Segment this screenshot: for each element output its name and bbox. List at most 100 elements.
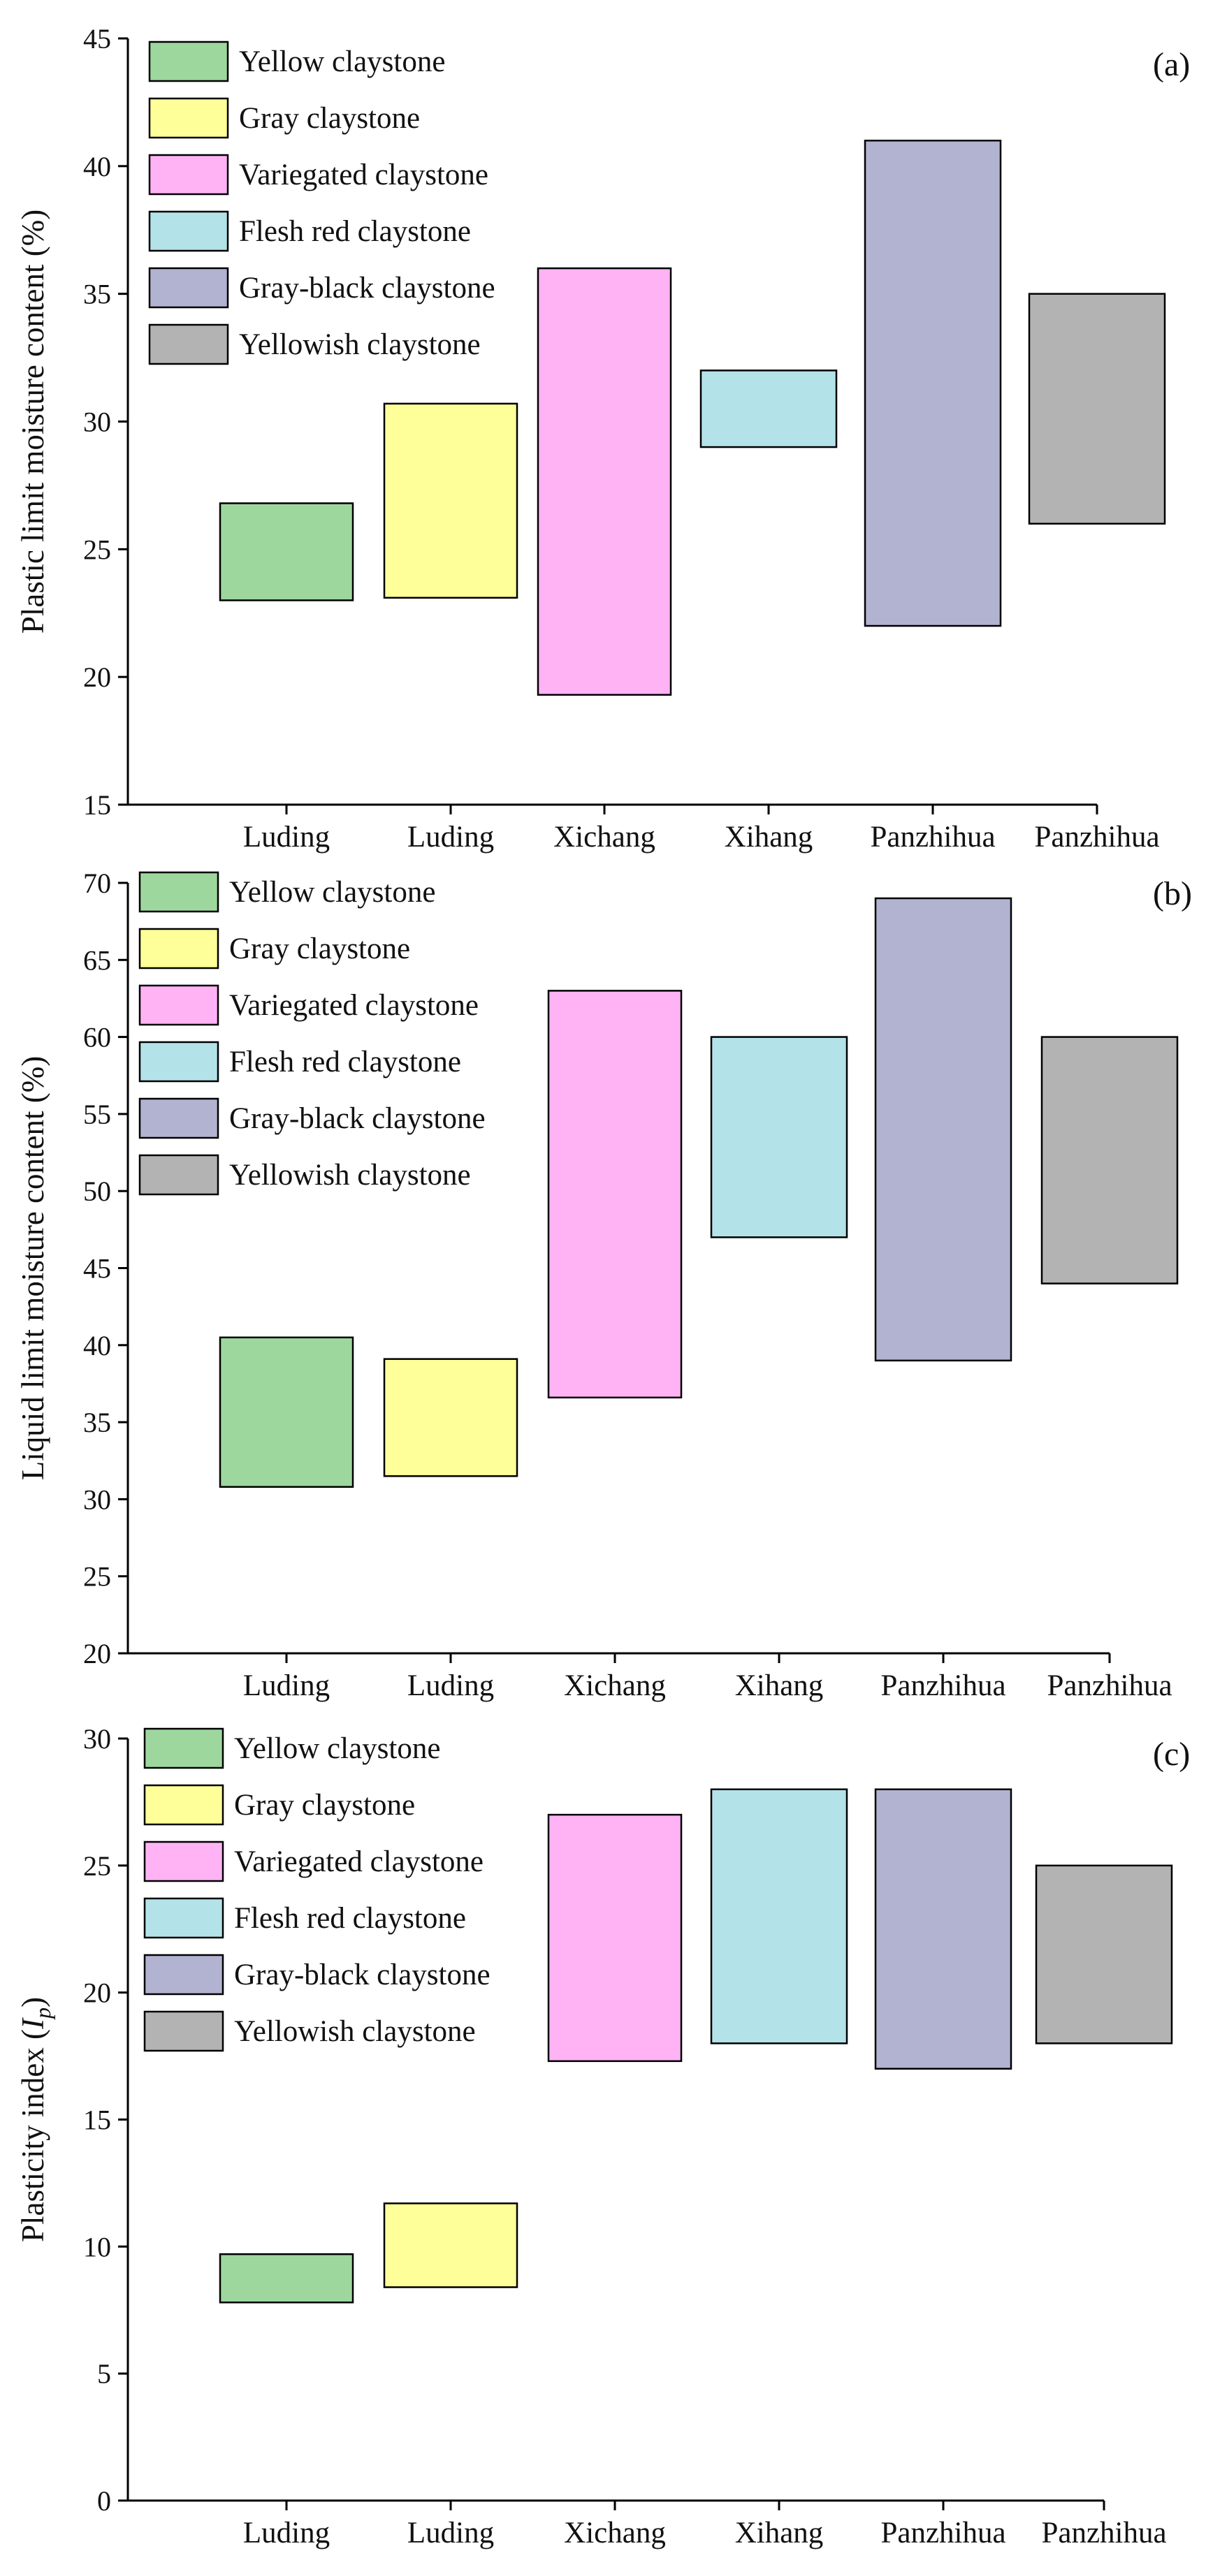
legend-label: Gray-black claystone [234,1959,491,1991]
y-axis-title-text: Plasticity index ( [15,2029,50,2242]
range-bar-yellow-claystone [219,502,354,601]
range-bar-gray-claystone [383,402,518,599]
range-bar-yellow-claystone [219,2253,354,2304]
range-bar-yellowish-claystone [1040,1036,1179,1285]
y-tick-label: 5 [97,2358,111,2390]
y-tick-label: 50 [83,1176,111,1207]
range-bar-yellowish-claystone [1035,1864,1173,2044]
legend-swatch [138,984,219,1026]
y-tick-label: 10 [83,2231,111,2262]
x-category-label: Xihang [735,2517,824,2549]
x-category-label: Xihang [725,821,813,854]
range-bar-gray-claystone [383,2202,518,2288]
legend-swatch [138,928,219,969]
y-tick-label: 25 [83,1850,111,1882]
y-tick-label: 20 [83,1977,111,2009]
legend-label: Yellowish claystone [234,2015,476,2048]
range-bar-variegated-claystone [537,267,672,696]
y-axis-title-close: ) [15,1997,50,2007]
y-tick-label: 30 [83,1484,111,1515]
x-category-label: Luding [407,1669,494,1702]
legend-label: Variegated claystone [229,989,479,1022]
legend-swatch [138,1041,219,1083]
y-axis-title: Plasticity index (Ip) [15,1997,55,2242]
legend-label: Yellow claystone [229,876,435,909]
y-tick-label: 35 [83,1407,111,1438]
legend-label: Flesh red claystone [229,1046,461,1078]
y-tick-label: 55 [83,1099,111,1130]
legend-label: Yellow claystone [234,1732,440,1765]
range-bar-flesh-red-claystone [710,1036,848,1238]
legend-swatch [138,1154,219,1196]
y-tick-label: 45 [83,1253,111,1285]
x-category-label: Panzhihua [880,2517,1005,2549]
range-bar-flesh-red-claystone [699,369,838,448]
y-tick-label: 40 [83,1330,111,1361]
legend-swatch [148,154,229,196]
legend-swatch [143,1840,224,1882]
legend-label: Gray claystone [229,932,410,965]
x-category-label: Panzhihua [1047,1669,1172,1702]
legend-label: Gray claystone [234,1789,415,1822]
x-category-label: Luding [407,821,494,854]
legend-swatch [148,267,229,309]
x-category-label: Xihang [735,1669,824,1702]
panel-tag: (c) [1153,1736,1190,1773]
y-tick-label: 20 [83,661,111,693]
range-bar-gray-black-claystone [864,140,1002,627]
legend-label: Yellowish claystone [239,328,481,361]
x-category-label: Panzhihua [1041,2517,1166,2549]
y-tick-label: 40 [83,151,111,182]
range-bar-yellow-claystone [219,1336,354,1488]
range-bar-gray-claystone [383,1358,518,1477]
y-tick-label: 30 [83,407,111,438]
legend-swatch [148,210,229,252]
y-tick-label: 30 [83,1723,111,1755]
range-bar-variegated-claystone [547,990,683,1399]
y-tick-label: 25 [83,534,111,565]
legend-label: Variegated claystone [234,1845,484,1878]
y-tick-label: 25 [83,1561,111,1593]
legend-label: Gray-black claystone [229,1102,486,1135]
legend-swatch [143,1897,224,1939]
range-bar-variegated-claystone [547,1813,683,2063]
legend-swatch [138,871,219,913]
y-tick-label: 20 [83,1638,111,1669]
range-bar-gray-black-claystone [874,1788,1012,2070]
panel-tag: (a) [1153,46,1190,83]
legend-swatch [143,2010,224,2052]
y-axis-title-symbol: I [15,2017,50,2030]
y-tick-label: 35 [83,279,111,310]
x-category-label: Panzhihua [1034,821,1159,854]
legend-label: Yellowish claystone [229,1159,471,1192]
chart-panel-3: 0 5 10 15 20 25 30 Luding Luding Xichang Xihang Pan… [15,1723,1190,2549]
legend-swatch [143,1954,224,1996]
x-category-label: Luding [243,2517,330,2549]
x-category-label: Luding [243,821,330,854]
range-bar-flesh-red-claystone [710,1788,848,2044]
legend-swatch [148,97,229,139]
legend-label: Variegated claystone [239,159,488,191]
y-tick-label: 0 [97,2485,111,2517]
y-tick-label: 60 [83,1022,111,1053]
x-category-label: Panzhihua [870,821,995,854]
chart-panel-1: 15 20 25 30 35 40 45 Luding Luding Xichang Xihang P… [15,23,1190,854]
legend-label: Gray-black claystone [239,272,495,305]
range-bar-yellowish-claystone [1028,293,1166,525]
y-axis-title: Liquid limit moisture content (%) [15,1056,50,1480]
legend-label: Gray claystone [239,102,420,135]
y-axis-title: Plastic limit moisture content (%) [15,210,50,634]
y-tick-label: 15 [83,2105,111,2136]
x-category-label: Luding [407,2517,494,2549]
y-tick-label: 65 [83,944,111,976]
legend-label: Yellow claystone [239,45,445,78]
x-category-label: Xichang [564,2517,666,2549]
y-tick-label: 70 [83,868,111,899]
panel-tag: (b) [1153,875,1192,912]
x-category-label: Luding [243,1669,330,1702]
x-category-label: Xichang [564,1669,666,1702]
legend-swatch [143,1784,224,1826]
legend-swatch [148,41,229,82]
legend-label: Flesh red claystone [239,215,471,248]
